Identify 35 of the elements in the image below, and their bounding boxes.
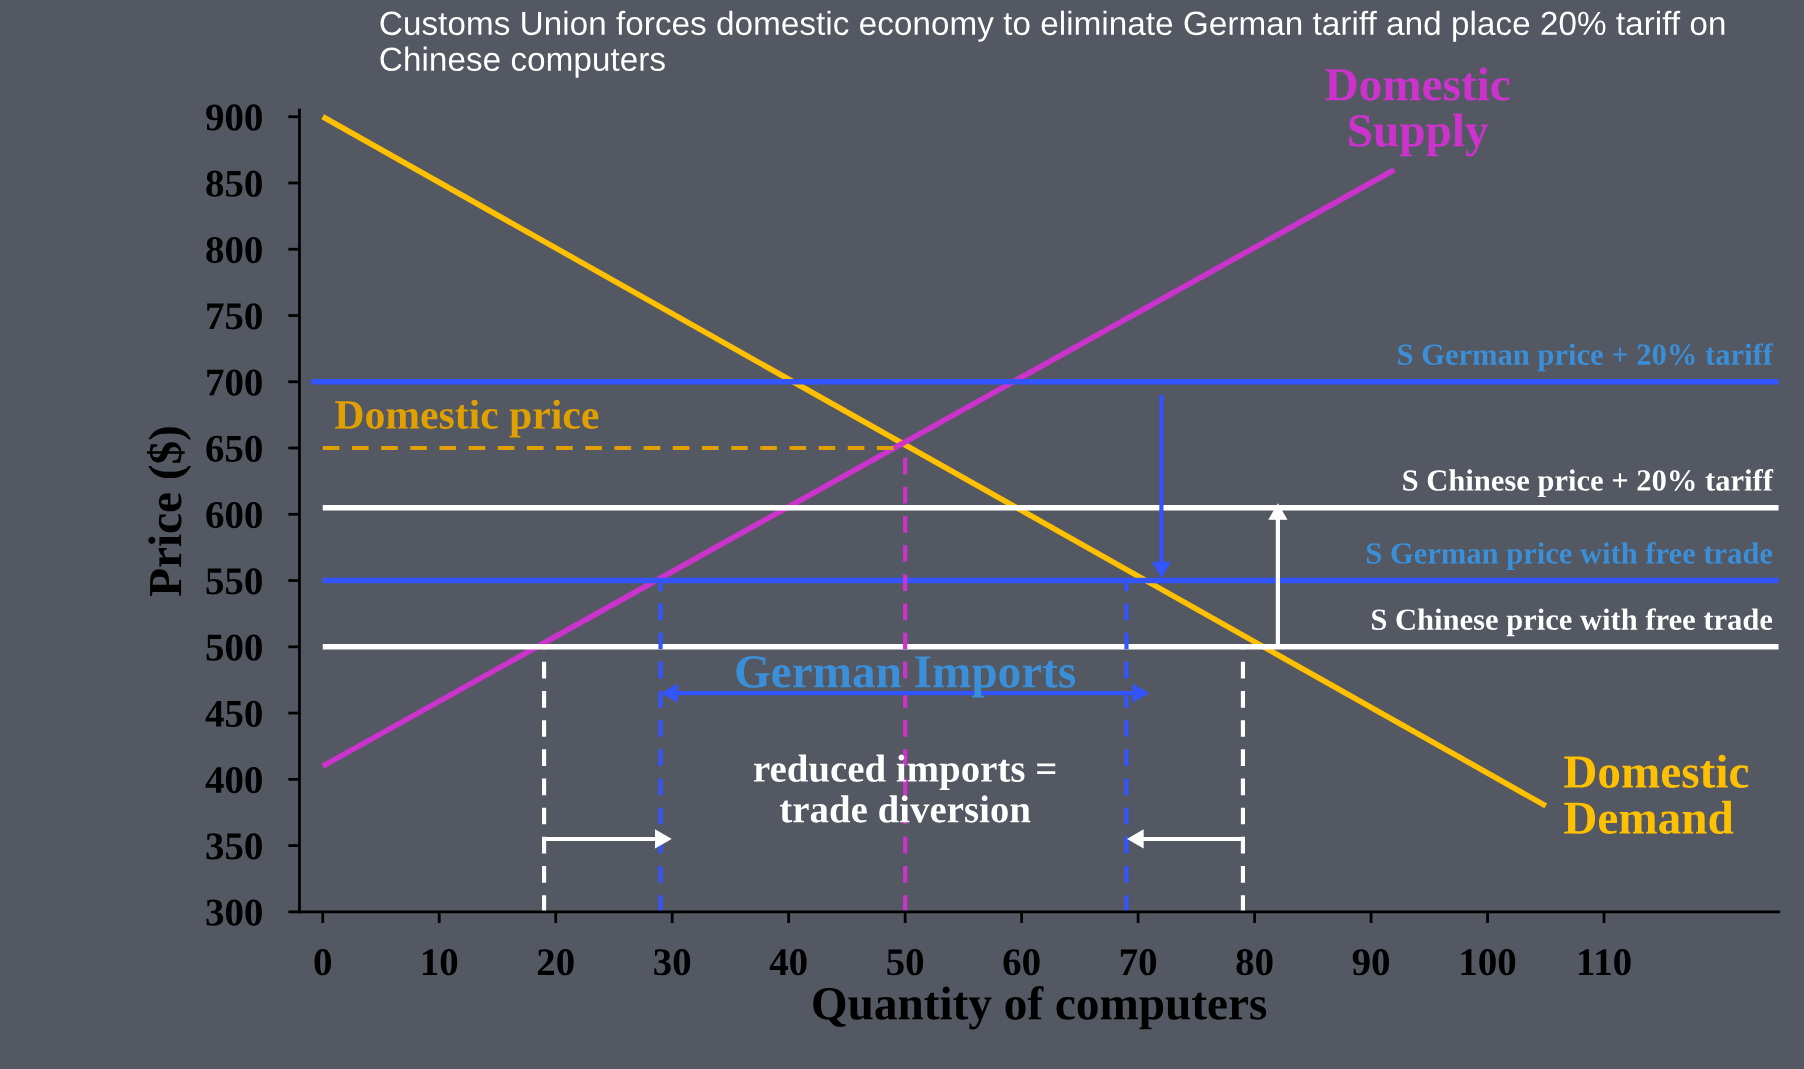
y-tick-label: 500: [206, 634, 262, 661]
y-tick-label: 300: [206, 899, 262, 926]
y-tick-label: 900: [206, 104, 262, 131]
series-label: S Chinese price with free trade: [1372, 608, 1773, 637]
annotation: reduced imports = trade diversion: [753, 754, 1056, 823]
x-tick-label: 100: [1461, 949, 1516, 976]
x-tick-label: 50: [887, 949, 924, 976]
x-tick-label: 110: [1579, 949, 1631, 976]
x-tick-label: 60: [1003, 949, 1040, 976]
y-tick-label: 700: [207, 369, 262, 396]
x-tick-label: 20: [537, 949, 574, 976]
annotation: German Imports: [736, 656, 1076, 698]
y-axis-title: Price ($): [146, 427, 192, 597]
y-tick-label: 450: [205, 700, 262, 727]
x-tick-label: 40: [769, 949, 807, 976]
series-label: S German price with free trade: [1366, 541, 1773, 570]
y-tick-label: 550: [206, 568, 262, 595]
x-axis-title: Quantity of computers: [813, 986, 1267, 1030]
series-label: S German price + 20% tariff: [1398, 343, 1774, 372]
y-tick-label: 850: [206, 170, 262, 197]
x-tick-label: 30: [654, 949, 691, 976]
x-tick-label: 0: [314, 949, 331, 976]
y-tick-label: 400: [205, 766, 262, 794]
series-label: Domestic Demand: [1564, 754, 1749, 835]
y-tick-label: 800: [206, 236, 262, 264]
x-tick-label: 70: [1120, 949, 1157, 976]
y-tick-label: 350: [206, 833, 262, 860]
y-tick-label: 650: [206, 435, 262, 462]
series-label: S Chinese price + 20% tariff: [1403, 469, 1774, 498]
x-tick-label: 10: [422, 949, 458, 976]
series-label: Domestic price: [335, 399, 599, 438]
y-tick-label: 600: [206, 501, 262, 529]
y-tick-label: 750: [207, 303, 262, 330]
x-tick-label: 80: [1236, 949, 1273, 976]
x-tick-label: 90: [1352, 949, 1390, 976]
